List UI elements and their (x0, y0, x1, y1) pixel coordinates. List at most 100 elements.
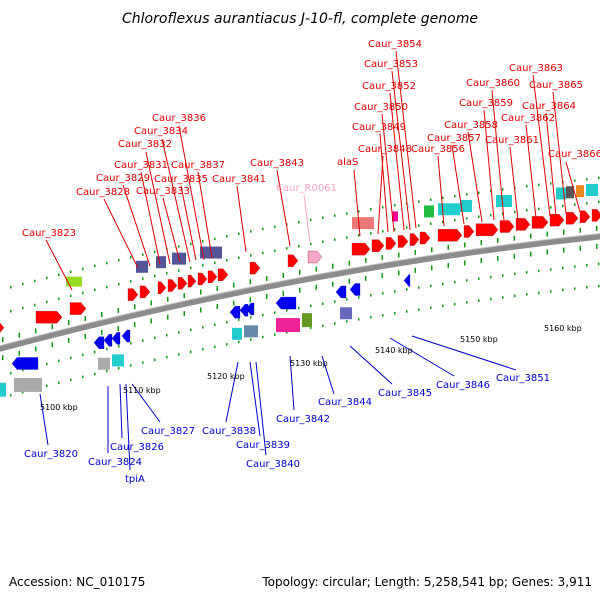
scale-tick (365, 257, 367, 263)
reverse-gene (121, 329, 131, 343)
gene-label[interactable]: Caur_3827 (141, 426, 195, 437)
gene-label[interactable]: Caur_3820 (24, 449, 78, 460)
guide-dot (418, 200, 420, 203)
guide-dot (70, 270, 72, 274)
guide-dot (430, 306, 432, 309)
scale-tick (68, 338, 70, 344)
gene-label[interactable]: Caur_3835 (154, 174, 208, 185)
gene-label[interactable]: Caur_3861 (485, 135, 539, 146)
gene-label[interactable]: Caur_3856 (411, 144, 465, 155)
reverse-gene (111, 332, 121, 345)
gene-label[interactable]: Caur_3841 (212, 174, 266, 185)
forward-gene (591, 209, 600, 222)
guide-dot (22, 390, 24, 394)
gene-label[interactable]: Caur_3864 (522, 101, 576, 112)
gene-label[interactable]: Caur_3860 (466, 78, 520, 89)
gene-label[interactable]: Caur_3851 (496, 373, 550, 384)
guide-dot (310, 326, 312, 330)
gene-box (424, 205, 434, 218)
leader-line (122, 184, 151, 267)
leader-line (255, 361, 267, 456)
gene-label[interactable]: Caur_3853 (364, 59, 418, 70)
gene-label[interactable]: Caur_3858 (444, 120, 498, 131)
guide-dot (46, 276, 48, 280)
gene-label[interactable]: Caur_3854 (368, 39, 422, 50)
guide-dot (562, 288, 564, 292)
gene-box (0, 382, 6, 397)
guide-dot (346, 236, 348, 239)
guide-dot (226, 321, 228, 324)
guide-dot (142, 277, 144, 280)
gene-label[interactable]: Caur_3840 (246, 459, 300, 470)
guide-dot (238, 232, 240, 236)
gene-label[interactable]: Caur_3863 (509, 63, 563, 74)
gene-label[interactable]: Caur_3865 (529, 80, 583, 91)
gene-label[interactable]: Caur_3824 (88, 457, 142, 468)
gene-label[interactable]: Caur_3844 (318, 397, 372, 408)
gene-label[interactable]: Caur_3836 (152, 113, 206, 124)
gene-label[interactable]: Caur_3859 (459, 98, 513, 109)
guide-dot (190, 242, 192, 246)
guide-dot (238, 318, 240, 322)
guide-dot (214, 345, 216, 349)
leader-line (451, 144, 465, 225)
scale-tick (282, 290, 284, 296)
guide-dot (262, 227, 264, 231)
scale-tick (84, 316, 86, 322)
gene-label[interactable]: Caur_3832 (118, 139, 172, 150)
gene-label[interactable]: Caur_3823 (22, 228, 76, 239)
gene-box (576, 185, 584, 198)
guide-dot (478, 299, 480, 302)
guide-dot (202, 326, 204, 329)
scale-tick (332, 263, 334, 269)
scale-label-5100: 5100 kbp (40, 403, 78, 412)
forward-gene (217, 268, 229, 281)
guide-dot (538, 207, 540, 211)
gene-label[interactable]: Caur_3846 (436, 380, 490, 391)
gene-label[interactable]: Caur_3831 (114, 160, 168, 171)
gene-label[interactable]: Caur_3833 (136, 186, 190, 197)
leader-line (39, 393, 49, 446)
scale-tick (497, 255, 499, 261)
gene-label[interactable]: Caur_3826 (110, 442, 164, 453)
gene-label[interactable]: Caur_3848 (358, 144, 412, 155)
forward-gene (579, 210, 591, 223)
gene-label[interactable]: Caur_3828 (76, 187, 130, 198)
guide-dot (238, 256, 240, 260)
gene-label[interactable]: Caur_3857 (427, 133, 481, 144)
reverse-gene-labels: Caur_3820 Caur_3824 Caur_3826 tpiA Caur_… (24, 373, 550, 485)
gene-label[interactable]: Caur_3843 (250, 158, 304, 169)
gene-label[interactable]: Caur_3839 (236, 440, 290, 451)
gene-label[interactable]: tpiA (125, 474, 145, 485)
guide-dot (346, 212, 348, 215)
leader-line (349, 345, 393, 385)
gene-label[interactable]: Caur_3845 (378, 388, 432, 399)
gene-label[interactable]: alaS (337, 157, 358, 168)
gene-label[interactable]: Caur_3852 (362, 81, 416, 92)
gene-label[interactable]: Caur_3866 (548, 149, 600, 160)
scale-tick (167, 314, 169, 320)
guide-dot (154, 274, 156, 278)
scale-tick (233, 282, 235, 288)
guide-dot (538, 291, 540, 295)
guide-dot (22, 306, 24, 310)
scale-tick (51, 342, 53, 348)
guide-dot (10, 393, 12, 397)
gene-label[interactable]: Caur_3862 (501, 113, 555, 124)
guide-dot (298, 220, 300, 224)
scale-tick (365, 275, 367, 281)
gene-label[interactable]: Caur_3837 (171, 160, 225, 171)
guide-dot (46, 300, 48, 304)
gene-label[interactable]: Caur_3842 (276, 414, 330, 425)
gene-label[interactable]: Caur_3849 (352, 122, 406, 133)
gene-label[interactable]: Caur_3829 (96, 173, 150, 184)
scale-tick (299, 287, 301, 293)
guide-dot (442, 220, 444, 224)
rna-gene-label[interactable]: Caur_R0061 (276, 183, 337, 194)
scale-tick (480, 258, 482, 264)
gene-label[interactable]: Caur_3834 (134, 126, 188, 137)
gene-label[interactable]: Caur_3838 (202, 426, 256, 437)
gene-label[interactable]: Caur_3850 (354, 102, 408, 113)
guide-dot (598, 176, 600, 180)
